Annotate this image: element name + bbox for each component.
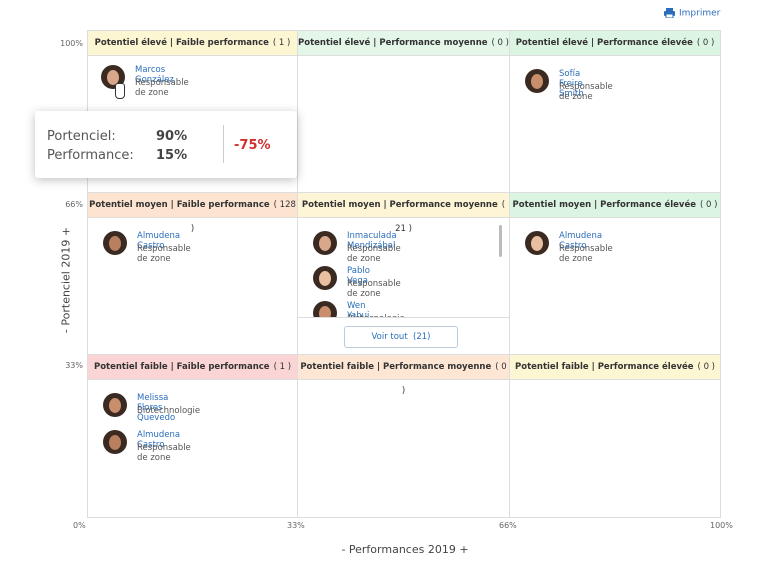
cursor: [115, 83, 125, 99]
cell-header: Potentiel moyen | Faible performance( 12…: [88, 193, 297, 234]
person-name[interactable]: Almudena Castro: [137, 430, 181, 450]
y-axis-label: 66%: [65, 200, 83, 209]
tooltip-value: 15%: [156, 148, 188, 163]
x-axis-label: 66%: [499, 521, 517, 530]
cell-title: Potentiel élevé | Faible performance: [94, 38, 269, 48]
avatar-face: [107, 70, 119, 85]
cell-header: Potentiel élevé | Faible performance( 1 …: [88, 31, 297, 56]
more-panel: Voir tout (21): [298, 317, 509, 354]
cell-title: Potentiel faible | Faible performance: [93, 362, 270, 372]
cell-title: Potentiel moyen | Performance moyenne: [301, 200, 498, 210]
cell-count: ( 128 ): [190, 200, 296, 234]
x-axis-label: 0%: [73, 521, 86, 530]
cell-count: ( 0 ): [401, 362, 507, 396]
person-name[interactable]: Almudena Castro: [559, 231, 603, 251]
cell-title: Potentiel faible | Performance moyenne: [300, 362, 492, 372]
grid-cell: Potentiel moyen | Faible performance( 12…: [87, 192, 298, 355]
cell-count: ( 0 ): [696, 38, 715, 48]
cell-header: Potentiel moyen | Performance élevée( 0 …: [510, 193, 720, 218]
cell-count: ( 1 ): [272, 38, 291, 48]
person-name[interactable]: Marcos González: [135, 65, 174, 85]
avatar: [525, 231, 549, 255]
print-icon: [664, 8, 675, 19]
person-role: Responsable de zone: [135, 78, 189, 98]
divider: [223, 125, 224, 163]
person-role: Responsable de zone: [137, 443, 191, 463]
avatar-face: [109, 435, 121, 450]
grid-cell: Potentiel élevé | Performance moyenne( 0…: [297, 30, 510, 193]
tooltip-value: 90%: [156, 129, 188, 144]
avatar: [313, 231, 337, 255]
grid-cell: Potentiel faible | Faible performance( 1…: [87, 354, 298, 518]
cell-title: Potentiel moyen | Performance élevée: [512, 200, 697, 210]
person-role: Responsable de zone: [559, 82, 613, 102]
avatar: [103, 430, 127, 454]
person-name[interactable]: Wen Yahui: [347, 301, 370, 321]
x-axis-label: 33%: [287, 521, 305, 530]
y-axis-title: - Portenciel 2019 +: [59, 226, 73, 334]
person-role: Responsable de zone: [347, 279, 401, 299]
avatar: [525, 69, 549, 93]
grid-cell: Potentiel moyen | Performance élevée( 0 …: [509, 192, 721, 355]
cell-title: Potentiel faible | Performance élevée: [515, 362, 694, 372]
cell-count: ( 21 ): [395, 200, 506, 234]
cell-header: Potentiel faible | Performance moyenne( …: [298, 355, 509, 396]
see-all-button[interactable]: Voir tout (21): [344, 326, 458, 348]
cell-header: Potentiel moyen | Performance moyenne( 2…: [298, 193, 509, 234]
y-axis-label: 33%: [65, 361, 83, 370]
cell-count: ( 0 ): [697, 362, 715, 372]
avatar: [103, 231, 127, 255]
grid-cell: Potentiel faible | Performance élevée( 0…: [509, 354, 721, 518]
cell-header: Potentiel élevé | Performance élevée( 0 …: [510, 31, 720, 56]
person-role: Responsable de zone: [137, 244, 191, 264]
tooltip-label: Performance:: [47, 148, 134, 163]
avatar: [103, 393, 127, 417]
avatar-face: [531, 74, 543, 89]
person-role: Responsable de zone: [559, 244, 613, 264]
avatar-face: [319, 236, 331, 251]
tooltip: Portenciel: 90% Performance: 15% -75%: [35, 111, 297, 178]
avatar-face: [109, 398, 121, 413]
cell-header: Potentiel élevé | Performance moyenne( 0…: [298, 31, 509, 56]
cell-title: Potentiel élevé | Performance moyenne: [298, 38, 488, 48]
person-name[interactable]: Melissa Flores Quevedo: [137, 393, 176, 423]
scrollbar: [499, 225, 502, 257]
person-name[interactable]: Pablo Vega: [347, 266, 370, 286]
person-name[interactable]: Sofía Freire Smith: [559, 69, 584, 99]
avatar-face: [531, 236, 543, 251]
cell-count: ( 0 ): [700, 200, 718, 210]
person-role: Responsable de zone: [347, 244, 401, 264]
person-name[interactable]: Inmaculada Mendizábal: [347, 231, 397, 251]
avatar-face: [319, 271, 331, 286]
tooltip-delta: -75%: [234, 138, 271, 153]
y-axis-label: 100%: [60, 39, 83, 48]
grid-cell: Potentiel moyen | Performance moyenne( 2…: [297, 192, 510, 355]
avatar: [313, 266, 337, 290]
avatar-face: [109, 236, 121, 251]
person-role: Biotechnologie: [137, 406, 201, 416]
cell-count: ( 1 ): [273, 362, 292, 372]
x-axis-title: - Performances 2019 +: [341, 543, 469, 556]
cell-count: ( 0 ): [491, 38, 509, 48]
cell-header: Potentiel faible | Performance élevée( 0…: [510, 355, 720, 380]
person-name[interactable]: Almudena Castro: [137, 231, 181, 251]
print-label[interactable]: Imprimer: [679, 8, 721, 19]
grid-cell: Potentiel faible | Performance moyenne( …: [297, 354, 510, 518]
cell-header: Potentiel faible | Faible performance( 1…: [88, 355, 297, 380]
grid-cell: Potentiel élevé | Performance élevée( 0 …: [509, 30, 721, 193]
tooltip-label: Portenciel:: [47, 129, 116, 144]
cell-title: Potentiel élevé | Performance élevée: [515, 38, 693, 48]
x-axis-label: 100%: [710, 521, 733, 530]
cell-title: Potentiel moyen | Faible performance: [89, 200, 270, 210]
print-button[interactable]: Imprimer: [664, 8, 720, 19]
